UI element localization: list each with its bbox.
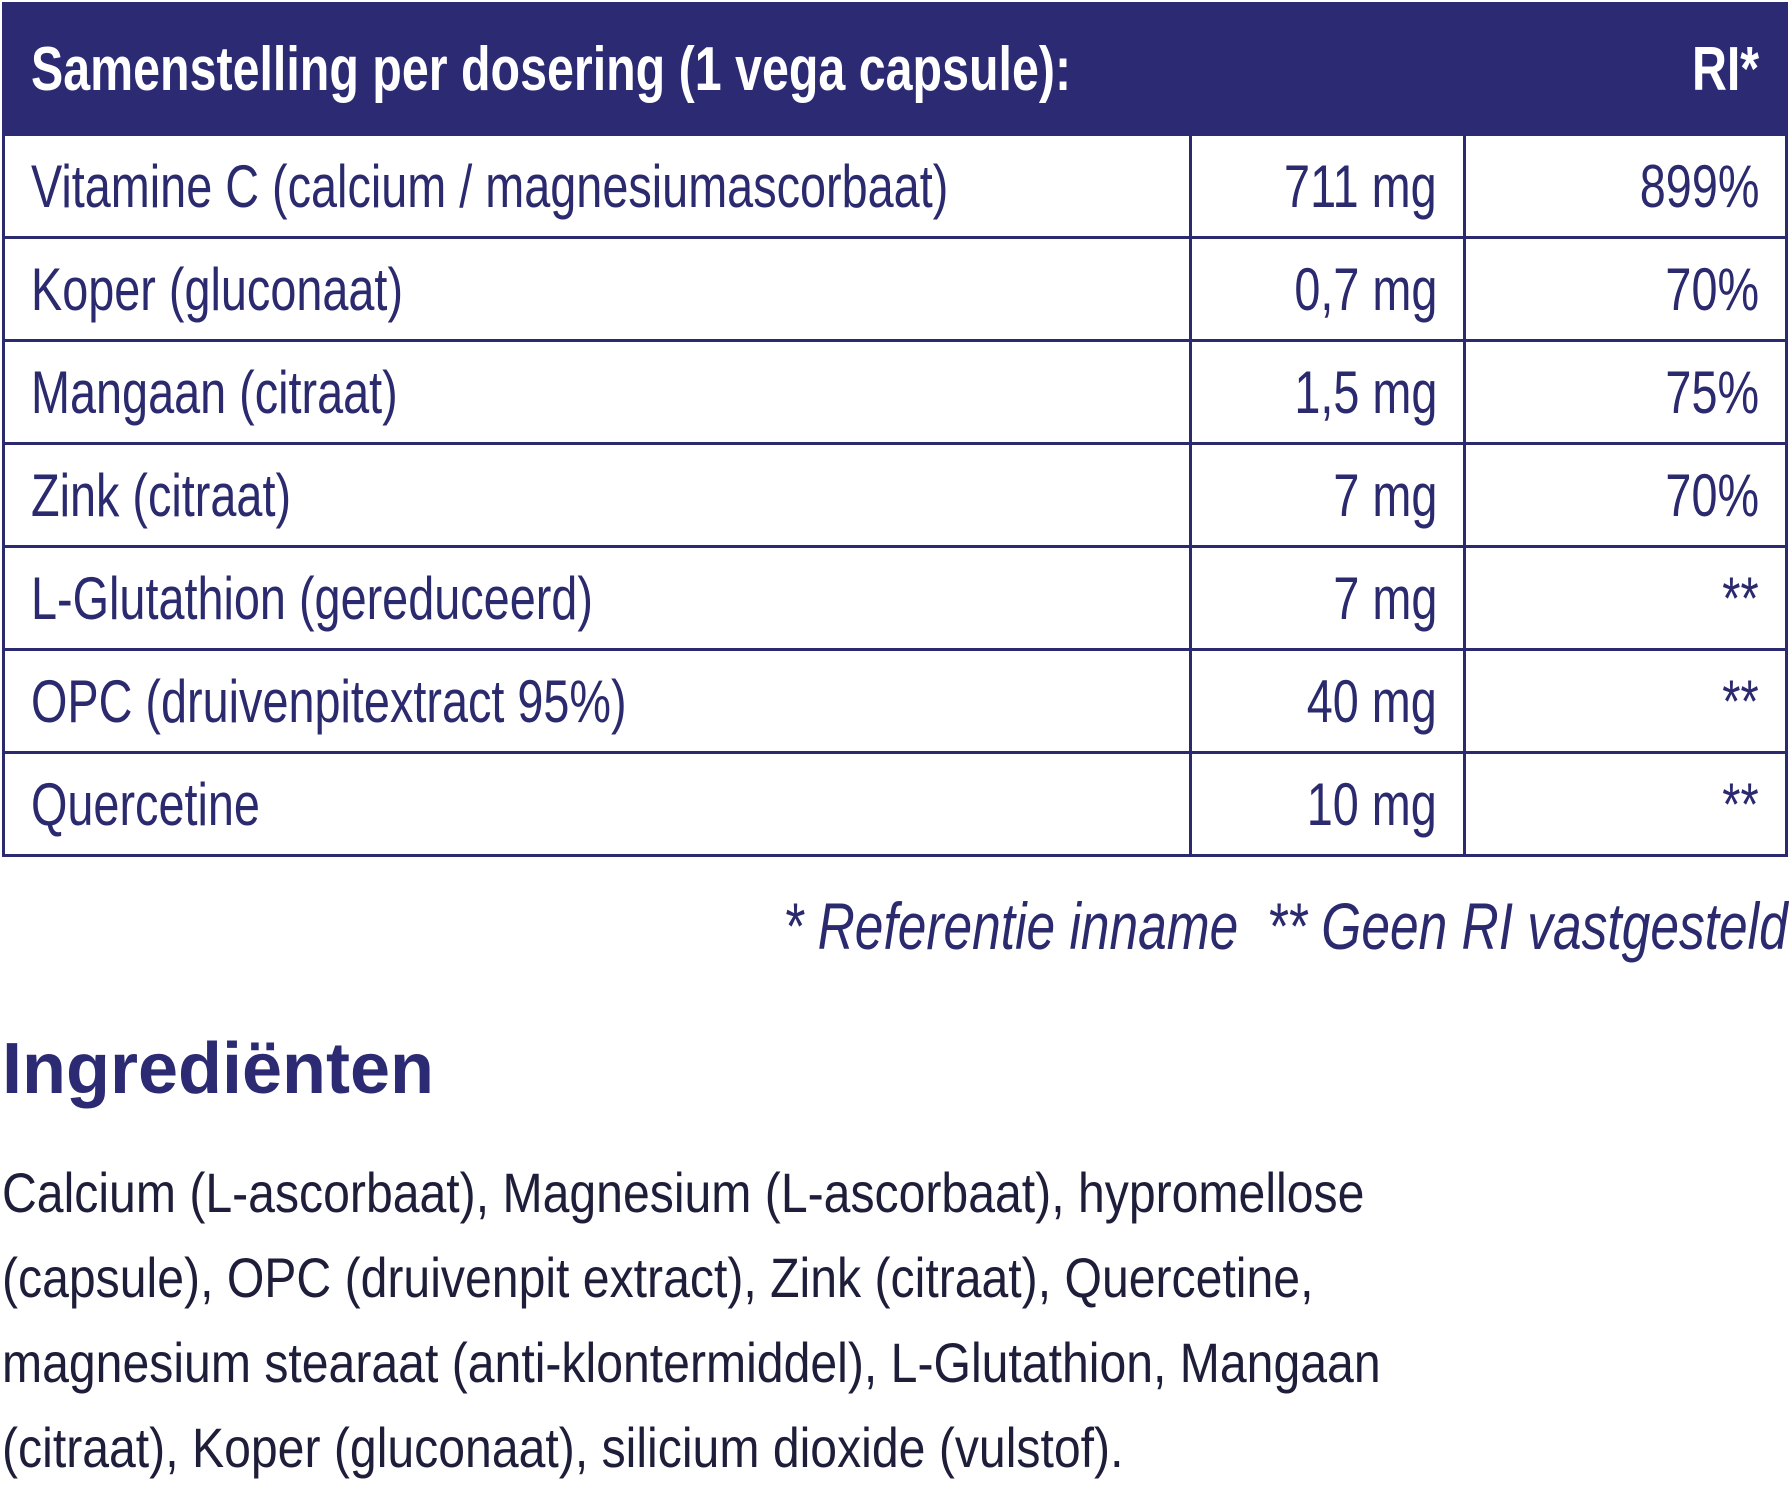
cell-text: 75%: [1665, 358, 1759, 426]
cell-text: Zink (citraat): [31, 461, 292, 529]
table-row: OPC (druivenpitextract 95%) 40 mg **: [2, 648, 1788, 754]
table-cell: 0,7 mg: [1189, 236, 1466, 342]
ingredients-line: Calcium (L-ascorbaat), Magnesium (L-asco…: [2, 1161, 1365, 1224]
cell-text: 70%: [1665, 461, 1759, 529]
cell-text: **: [1722, 667, 1759, 735]
footnote-text: * Referentie inname ** Geen RI vastgeste…: [783, 889, 1788, 963]
nutrition-table: Samenstelling per dosering (1 vega capsu…: [2, 2, 1788, 857]
cell-text: 1,5 mg: [1293, 358, 1437, 426]
table-cell: 1,5 mg: [1189, 339, 1466, 445]
table-row: Vitamine C (calcium / magnesiumascorbaat…: [2, 133, 1788, 239]
cell-text: Mangaan (citraat): [31, 358, 398, 426]
header-cell: Samenstelling per dosering (1 vega capsu…: [2, 2, 1466, 136]
table-cell: **: [1463, 648, 1788, 754]
table-cell: 7 mg: [1189, 442, 1466, 548]
footnote: * Referentie inname ** Geen RI vastgeste…: [500, 888, 1788, 964]
table-cell: 40 mg: [1189, 648, 1466, 754]
table-cell: L-Glutathion (gereduceerd): [2, 545, 1192, 651]
table-row: Mangaan (citraat) 1,5 mg 75%: [2, 339, 1788, 445]
table-cell: **: [1463, 545, 1788, 651]
table-cell: 75%: [1463, 339, 1788, 445]
table-cell: 711 mg: [1189, 133, 1466, 239]
header-text: Samenstelling per dosering (1 vega capsu…: [31, 34, 1072, 104]
table-cell: Quercetine: [2, 751, 1192, 857]
table-cell: 10 mg: [1189, 751, 1466, 857]
header-cell: RI*: [1463, 2, 1788, 136]
ingredients-line: magnesium stearaat (anti-klontermiddel),…: [2, 1331, 1381, 1394]
cell-text: Vitamine C (calcium / magnesiumascorbaat…: [31, 152, 949, 220]
cell-text: OPC (druivenpitextract 95%): [31, 667, 627, 735]
table-cell: 899%: [1463, 133, 1788, 239]
table-cell: Zink (citraat): [2, 442, 1192, 548]
ingredients-text: Calcium (L-ascorbaat), Magnesium (L-asco…: [2, 1150, 1605, 1490]
cell-text: 899%: [1639, 152, 1759, 220]
cell-text: 7 mg: [1332, 564, 1437, 632]
table-row: Zink (citraat) 7 mg 70%: [2, 442, 1788, 548]
table-cell: 70%: [1463, 236, 1788, 342]
cell-text: L-Glutathion (gereduceerd): [31, 564, 593, 632]
cell-text: 711 mg: [1284, 152, 1437, 220]
table-header: Samenstelling per dosering (1 vega capsu…: [2, 2, 1788, 136]
header-text: RI*: [1691, 34, 1759, 104]
ingredients-line: (capsule), OPC (druivenpit extract), Zin…: [2, 1246, 1314, 1309]
cell-text: 40 mg: [1306, 667, 1437, 735]
table-cell: 70%: [1463, 442, 1788, 548]
table-cell: Koper (gluconaat): [2, 236, 1192, 342]
table-row: L-Glutathion (gereduceerd) 7 mg **: [2, 545, 1788, 651]
section-title: Ingrediënten: [2, 1029, 435, 1109]
table-cell: Mangaan (citraat): [2, 339, 1192, 445]
table-row: Koper (gluconaat) 0,7 mg 70%: [2, 236, 1788, 342]
cell-text: 10 mg: [1306, 770, 1437, 838]
cell-text: **: [1722, 564, 1759, 632]
cell-text: Quercetine: [31, 770, 260, 838]
table-row: Quercetine 10 mg **: [2, 751, 1788, 857]
table-cell: Vitamine C (calcium / magnesiumascorbaat…: [2, 133, 1192, 239]
table-cell: **: [1463, 751, 1788, 857]
cell-text: **: [1722, 770, 1759, 838]
cell-text: 7 mg: [1332, 461, 1437, 529]
cell-text: 0,7 mg: [1293, 255, 1437, 323]
ingredients-line: (citraat), Koper (gluconaat), silicium d…: [2, 1416, 1124, 1479]
cell-text: Koper (gluconaat): [31, 255, 404, 323]
table-cell: 7 mg: [1189, 545, 1466, 651]
table-cell: OPC (druivenpitextract 95%): [2, 648, 1192, 754]
cell-text: 70%: [1665, 255, 1759, 323]
